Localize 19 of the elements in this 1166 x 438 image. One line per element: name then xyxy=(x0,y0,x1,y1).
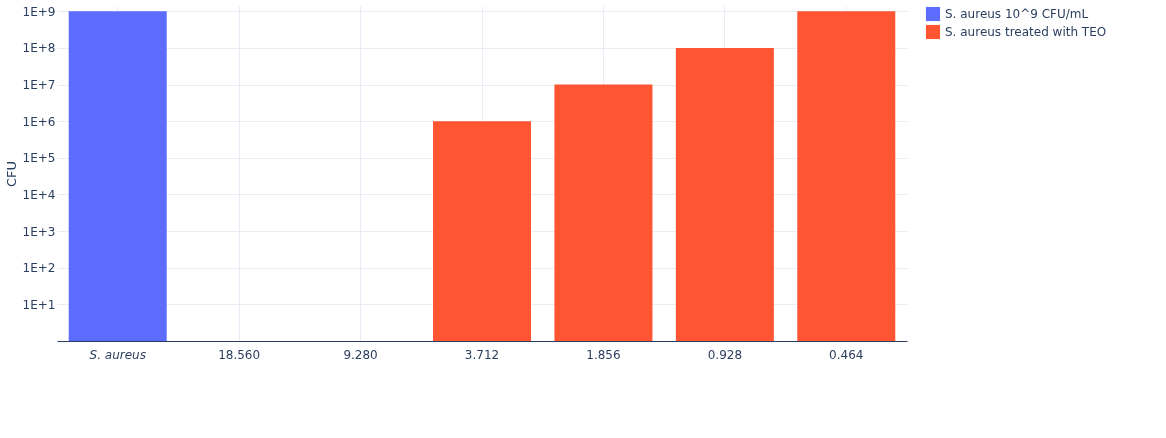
x-tick-label: 0.464 xyxy=(829,347,864,362)
x-tick-label: 18.560 xyxy=(218,347,261,362)
y-tick-label: 1E+6 xyxy=(22,114,56,129)
x-tick-label: S. aureus xyxy=(89,347,146,362)
y-tick-label: 1E+1 xyxy=(22,297,56,312)
x-tick-label: 9.280 xyxy=(343,347,378,362)
x-tick-label: 0.928 xyxy=(707,347,743,362)
x-tick-label: 1.856 xyxy=(586,347,621,362)
y-axis-title: CFU xyxy=(3,160,19,188)
legend-label: S. aureus 10^9 CFU/mL xyxy=(945,7,1089,21)
x-tick-label: 3.712 xyxy=(464,347,500,362)
y-tick-label: 1E+7 xyxy=(22,78,56,93)
y-tick-label: 1E+8 xyxy=(22,41,56,56)
y-tick-label: 1E+5 xyxy=(22,151,56,166)
y-tick-label: 1E+3 xyxy=(22,224,56,239)
y-tick-label: 1E+9 xyxy=(22,4,56,19)
y-tick-label: 1E+4 xyxy=(22,187,56,202)
legend-label: S. aureus treated with TEO xyxy=(945,25,1107,39)
y-tick-label: 1E+2 xyxy=(22,261,56,276)
